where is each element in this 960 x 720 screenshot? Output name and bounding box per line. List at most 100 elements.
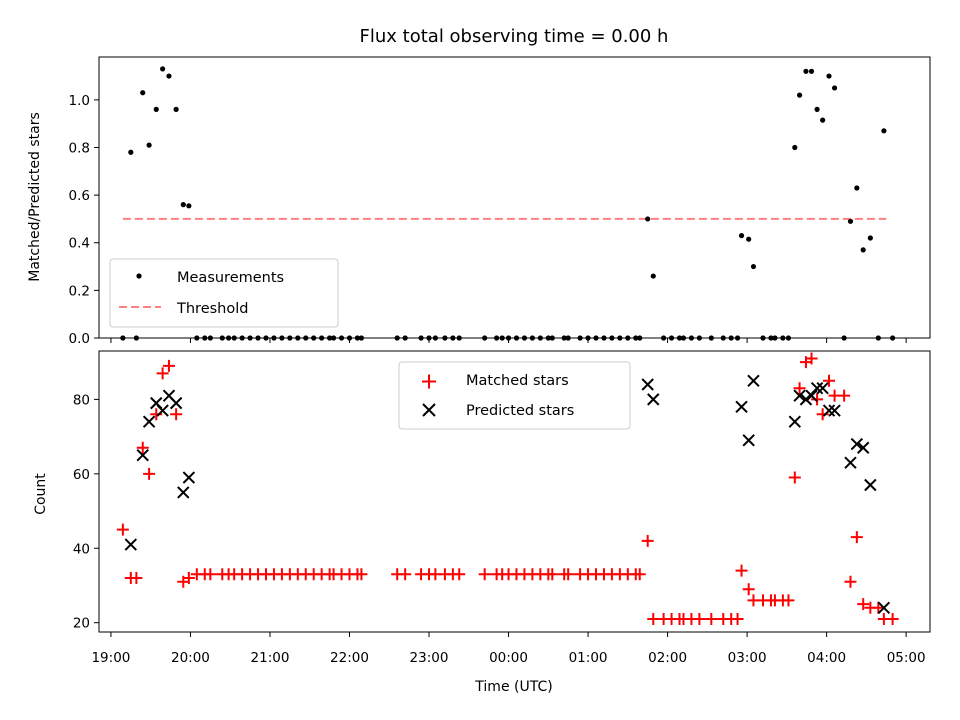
predicted-star-point (182, 471, 196, 484)
x-tick-label: 23:00 (410, 650, 449, 666)
predicted-star-point (805, 389, 818, 402)
bottom-y-tick-label: 20 (73, 616, 90, 632)
bottom-legend: Matched stars Predicted stars (398, 361, 631, 430)
x-tick-label: 04:00 (807, 650, 846, 666)
measurement-point (650, 273, 656, 279)
x-tick-label: 01:00 (569, 650, 608, 666)
predicted-star-point (850, 437, 864, 451)
matched-star-point (136, 441, 149, 454)
measurement-point (796, 92, 803, 98)
measurement-point (173, 106, 179, 112)
matched-star-point (633, 568, 646, 581)
legend-matched-label: Matched stars (466, 373, 569, 389)
predicted-star-point (810, 382, 824, 395)
top-y-tick-label: 0.6 (69, 188, 90, 204)
matched-star-point (782, 594, 795, 607)
top-y-tick-label: 0.0 (69, 331, 90, 347)
x-tick-label: 20:00 (171, 650, 210, 666)
matched-star-point (453, 568, 466, 581)
measurement-point (128, 149, 134, 155)
measurement-point (803, 68, 809, 74)
matched-star-point (793, 382, 806, 395)
x-tick-label: 00:00 (489, 650, 528, 666)
measurement-point (750, 263, 757, 270)
matched-star-point (204, 568, 217, 581)
bottom-plot-frame (98, 350, 931, 633)
matched-star-point (705, 612, 718, 625)
bottom-y-axis-label: Count (33, 473, 49, 515)
x-tick-label: 03:00 (728, 650, 767, 666)
matched-star-point (546, 568, 559, 581)
measurement-point (160, 66, 166, 72)
matched-star-point (170, 408, 183, 421)
matched-star-point (647, 612, 660, 625)
bottom-y-tick-label: 80 (73, 392, 90, 408)
matched-star-point (355, 568, 368, 581)
measurement-point (820, 117, 826, 123)
top-y-tick-label: 0.4 (69, 236, 90, 252)
predicted-star-point (647, 393, 660, 406)
measurement-point (826, 73, 832, 79)
predicted-star-point (124, 538, 138, 551)
matched-star-point (850, 531, 863, 544)
measurement-point (792, 144, 798, 151)
matched-star-point (156, 367, 169, 380)
legend-measurements-label: Measurements (177, 270, 284, 286)
matched-star-point (805, 352, 818, 365)
matched-star-point (162, 359, 175, 372)
top-y-axis-label: Matched/Predicted stars (27, 112, 43, 282)
legend-measurements-marker (136, 273, 142, 279)
matched-star-point (731, 612, 744, 625)
top-y-tick-label: 1.0 (69, 93, 90, 109)
predicted-star-point (747, 374, 760, 387)
legend-predicted-marker (422, 403, 436, 417)
predicted-star-point (156, 404, 169, 417)
measurement-point (746, 236, 752, 242)
predicted-star-point (788, 415, 802, 428)
matched-star-point (872, 601, 885, 614)
measurement-point (166, 73, 172, 79)
predicted-star-point (641, 378, 654, 391)
x-tick-label: 21:00 (251, 650, 290, 666)
matched-star-point (693, 612, 706, 625)
matched-star-point (844, 575, 857, 588)
matched-star-point (562, 568, 575, 581)
x-tick-label: 02:00 (648, 650, 687, 666)
matched-star-point (886, 612, 899, 625)
top-y-tick-label: 0.8 (69, 140, 90, 156)
legend-matched-marker (422, 374, 436, 389)
predicted-star-point (856, 441, 870, 454)
matched-star-point (641, 534, 654, 547)
predicted-star-point (864, 478, 877, 492)
predicted-star-point (742, 434, 755, 447)
chart-title: Flux total observing time = 0.00 h (360, 26, 669, 47)
matched-star-point (735, 564, 748, 577)
predicted-star-point (735, 400, 748, 414)
predicted-star-point (877, 601, 891, 615)
matched-star-point (143, 467, 156, 480)
measurement-point (854, 185, 860, 191)
predicted-star-point (142, 415, 156, 428)
measurement-point (186, 203, 192, 209)
predicted-star-point (169, 396, 183, 410)
top-plot-frame (98, 56, 931, 339)
x-tick-label: 05:00 (887, 650, 926, 666)
x-tick-label: 19:00 (91, 650, 130, 666)
predicted-star-point (177, 486, 190, 499)
measurement-point (867, 235, 873, 241)
matched-star-point (399, 568, 412, 581)
matched-star-point (130, 572, 143, 585)
top-legend-box (109, 258, 339, 328)
measurement-point (645, 216, 651, 222)
bottom-y-tick-label: 40 (73, 541, 90, 557)
matched-star-point (478, 568, 491, 581)
measurement-point (738, 233, 745, 239)
predicted-star-point (828, 404, 841, 417)
measurement-point (808, 68, 815, 74)
legend-threshold-label: Threshold (176, 301, 248, 317)
matched-star-point (811, 393, 824, 406)
measurement-point (180, 202, 186, 208)
measurement-point (814, 106, 820, 112)
matched-star-point (788, 471, 801, 484)
